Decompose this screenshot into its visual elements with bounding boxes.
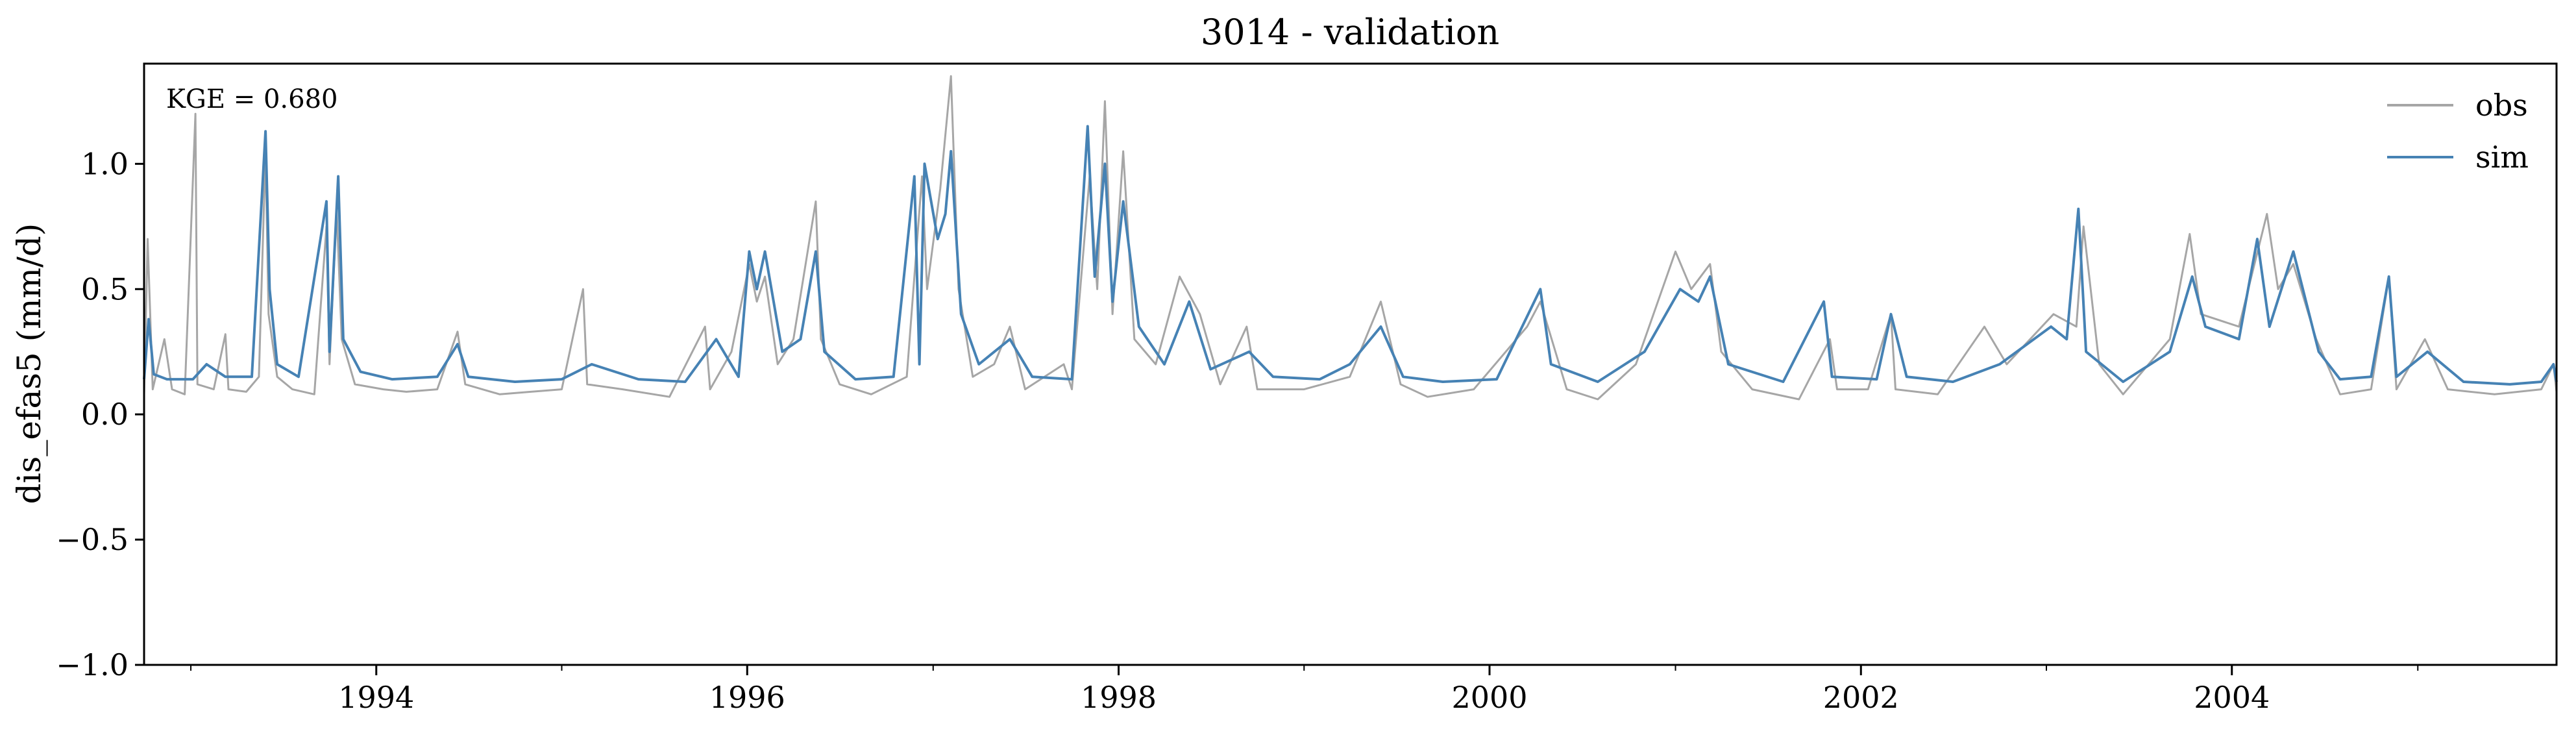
legend-label-sim: sim	[2475, 140, 2529, 175]
y-tick-label: 0.5	[81, 271, 129, 306]
kge-annotation: KGE = 0.680	[166, 84, 338, 114]
x-tick-label: 1998	[1081, 680, 1157, 715]
x-tick-label: 2000	[1451, 680, 1527, 715]
legend: obs sim	[2387, 88, 2529, 175]
series-line-sim	[143, 125, 2558, 386]
y-axis: −1.0 −0.5 0.0 0.5 1.0	[56, 146, 144, 682]
y-tick-label: 0.0	[81, 397, 129, 432]
chart-title: 3014 - validation	[1201, 12, 1499, 53]
x-tick-label: 1994	[338, 680, 414, 715]
y-tick-label: −1.0	[56, 647, 129, 682]
y-axis-label: dis_efas5 (mm/d)	[10, 223, 48, 505]
x-tick-label: 2002	[1823, 680, 1899, 715]
series-layer	[143, 75, 2558, 401]
y-axis-label-group: dis_efas5 (mm/d)	[10, 223, 48, 505]
y-tick-label: −0.5	[56, 522, 129, 557]
series-line-obs	[143, 75, 2558, 401]
x-tick-label: 1996	[709, 680, 785, 715]
x-tick-label: 2004	[2194, 680, 2270, 715]
legend-label-obs: obs	[2475, 88, 2528, 123]
plot-frame	[143, 62, 2558, 666]
y-tick-label: 1.0	[81, 146, 129, 181]
x-axis: 1994 1996 1998 2000 2002 2004	[190, 665, 2419, 715]
